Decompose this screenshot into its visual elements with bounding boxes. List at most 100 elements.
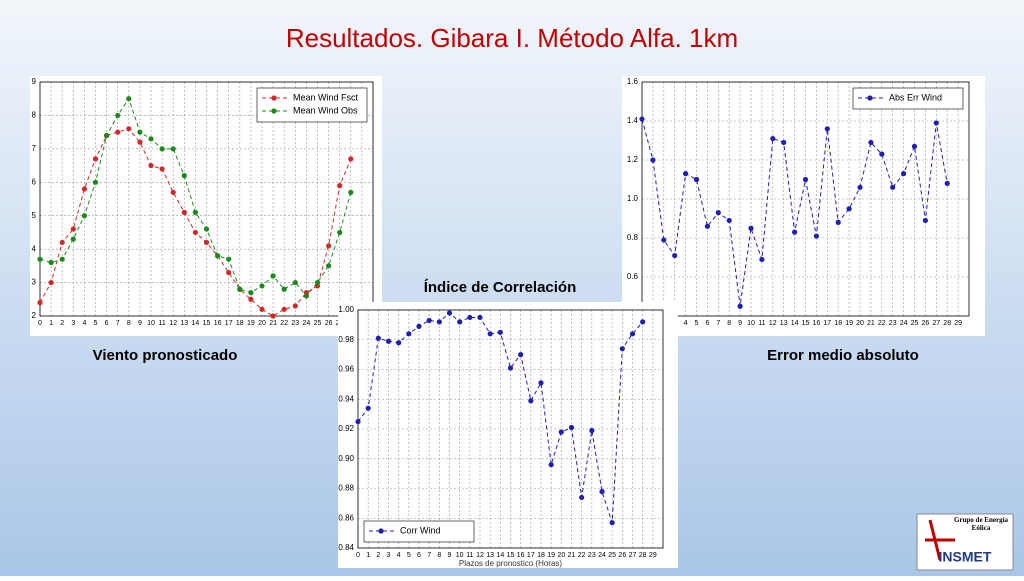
point (355, 418, 361, 425)
x-tick-label: 19 (845, 320, 853, 327)
point (835, 219, 841, 225)
point (281, 306, 287, 312)
x-tick-label: 21 (568, 552, 576, 559)
point (599, 488, 605, 495)
point (115, 112, 121, 119)
x-tick-label: 7 (427, 552, 431, 559)
point (629, 331, 636, 337)
point (192, 229, 198, 236)
point (281, 286, 287, 292)
x-tick-label: 27 (932, 320, 940, 327)
y-tick-label: 0.86 (338, 513, 354, 522)
x-tick-label: 12 (169, 320, 177, 327)
point (639, 116, 645, 122)
point (824, 126, 830, 132)
y-tick-label: 2 (32, 311, 37, 320)
y-tick-label: 0.98 (338, 335, 354, 344)
point (879, 151, 885, 157)
point (661, 237, 667, 243)
point (337, 229, 343, 236)
point (48, 279, 54, 286)
point (37, 300, 43, 306)
x-tick-label: 6 (105, 320, 109, 327)
y-tick-label: 3 (32, 278, 37, 287)
point (589, 427, 595, 434)
point (650, 157, 656, 163)
x-tick-label: 2 (60, 320, 64, 327)
x-tick-label: 18 (537, 552, 545, 559)
point (215, 253, 221, 259)
point (911, 143, 918, 149)
point (619, 346, 625, 352)
point (81, 186, 87, 192)
point (159, 146, 165, 152)
point (70, 236, 76, 242)
point (70, 226, 76, 232)
point (748, 225, 754, 231)
point (303, 293, 309, 299)
point (348, 189, 354, 195)
point (737, 303, 743, 309)
point (348, 156, 354, 162)
point (115, 129, 121, 135)
x-tick-label: 14 (192, 320, 200, 327)
caption: Viento pronosticado (93, 347, 238, 364)
point (337, 183, 343, 189)
chart-bg (622, 76, 985, 336)
plot-frame (641, 81, 970, 317)
legend-box (256, 87, 368, 123)
y-tick-label: 0.84 (338, 543, 354, 552)
x-tick-label: 22 (280, 320, 288, 327)
point (693, 176, 700, 183)
legend-box (363, 520, 475, 543)
point (148, 136, 154, 142)
x-tick-label: 13 (780, 320, 788, 327)
x-tick-label: 27 (629, 552, 637, 559)
x-tick-label: 10 (147, 320, 155, 327)
point (467, 314, 473, 321)
x-tick-label: 14 (496, 552, 504, 559)
point (48, 259, 54, 266)
y-tick-label: 1.0 (627, 194, 639, 203)
point (640, 319, 646, 325)
point (59, 256, 65, 262)
point (548, 462, 554, 468)
legend-marker (271, 108, 277, 114)
point (92, 156, 99, 162)
point (203, 226, 210, 232)
x-tick-label: 16 (813, 320, 821, 327)
x-tick-label: 22 (578, 552, 586, 559)
point (104, 132, 110, 139)
chart-right: 0.40.60.81.01.21.41.60123456789101112131… (622, 76, 985, 336)
point (226, 256, 232, 262)
point (901, 171, 907, 177)
point (672, 252, 678, 259)
x-tick-label: 24 (598, 552, 606, 559)
x-tick-label: 5 (695, 320, 699, 327)
x-tick-label: 9 (738, 320, 742, 327)
x-tick-label: 26 (922, 320, 930, 327)
point (726, 217, 732, 224)
x-tick-label: 14 (791, 320, 799, 327)
legend-label: Abs Err Wind (889, 92, 942, 102)
x-tick-label: 0 (356, 552, 360, 559)
point (270, 273, 276, 279)
x-tick-label: 11 (466, 552, 473, 559)
point (314, 279, 321, 286)
x-tick-label: 18 (834, 320, 842, 327)
point (192, 209, 198, 215)
y-tick-label: 5 (32, 211, 37, 220)
x-tick-label: 20 (258, 320, 266, 327)
point (126, 96, 132, 102)
legend-marker (378, 528, 384, 534)
point (59, 239, 65, 246)
point (326, 263, 332, 269)
x-tick-label: 15 (203, 320, 211, 327)
point (92, 179, 99, 185)
point (292, 303, 298, 309)
y-tick-label: 4 (32, 244, 37, 253)
point (37, 256, 43, 262)
point (518, 352, 524, 358)
x-tick-label: 23 (291, 320, 299, 327)
